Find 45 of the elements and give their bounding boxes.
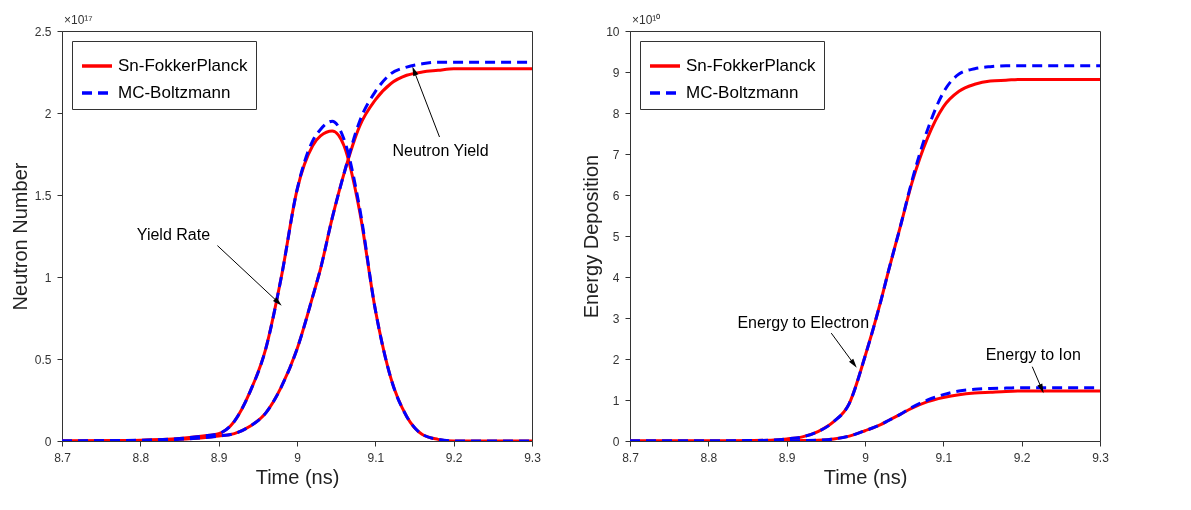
y-tick-label: 2.5 xyxy=(34,24,52,39)
x-tick-label: 8.9 xyxy=(778,450,796,465)
annotation: Energy to Ion xyxy=(985,345,1081,363)
y-tick-label: 2 xyxy=(44,106,52,121)
y-tick-label: 0 xyxy=(44,434,52,449)
annotation: Yield Rate xyxy=(136,225,211,243)
legend-label: MC-Boltzmann xyxy=(118,83,231,102)
x-tick-label: 8.9 xyxy=(210,450,228,465)
x-tick-label: 8.7 xyxy=(54,450,72,465)
y-tick-label: 3 xyxy=(612,311,620,326)
x-tick-label: 9.1 xyxy=(367,450,385,465)
text: ×10¹⁰ xyxy=(632,13,661,27)
x-tick-label: 9.2 xyxy=(445,450,463,465)
x-tick-label: 9.2 xyxy=(1013,450,1031,465)
y-tick-label: 1 xyxy=(612,393,620,408)
x-tick-label: 9 xyxy=(862,450,870,465)
legend-label: MC-Boltzmann xyxy=(686,83,799,102)
x-tick-label: 8.8 xyxy=(700,450,718,465)
annotation: Energy to Electron xyxy=(737,314,870,332)
y-tick-label: 0 xyxy=(612,434,620,449)
y-tick-label: 0.5 xyxy=(34,352,52,367)
x-axis-title: Time (ns) xyxy=(823,465,908,488)
y-axis-title: Energy Deposition xyxy=(580,154,603,319)
y-tick-label: 4 xyxy=(612,270,620,285)
y-axis-title: Neutron Number xyxy=(8,162,31,311)
y-tick-label: 2 xyxy=(612,352,620,367)
legend-label: Sn-FokkerPlanck xyxy=(686,56,816,75)
legend-label: Sn-FokkerPlanck xyxy=(118,56,248,75)
x-tick-label: 9.3 xyxy=(524,450,542,465)
y-tick-label: 5 xyxy=(612,229,620,244)
y-tick-label: 10 xyxy=(606,24,620,39)
y-tick-label: 1.5 xyxy=(34,188,52,203)
text: ×10¹⁷ xyxy=(64,13,93,27)
x-tick-label: 9.1 xyxy=(935,450,953,465)
x-tick-label: 8.8 xyxy=(132,450,150,465)
y-tick-label: 8 xyxy=(612,106,620,121)
y-tick-label: 1 xyxy=(44,270,52,285)
x-tick-label: 9 xyxy=(294,450,302,465)
y-tick-label: 9 xyxy=(612,65,620,80)
annotation: Neutron Yield xyxy=(392,142,489,159)
y-tick-label: 7 xyxy=(612,147,620,162)
x-axis-title: Time (ns) xyxy=(255,465,340,488)
y-tick-label: 6 xyxy=(612,188,620,203)
x-tick-label: 9.3 xyxy=(1092,450,1110,465)
x-tick-label: 8.7 xyxy=(622,450,640,465)
